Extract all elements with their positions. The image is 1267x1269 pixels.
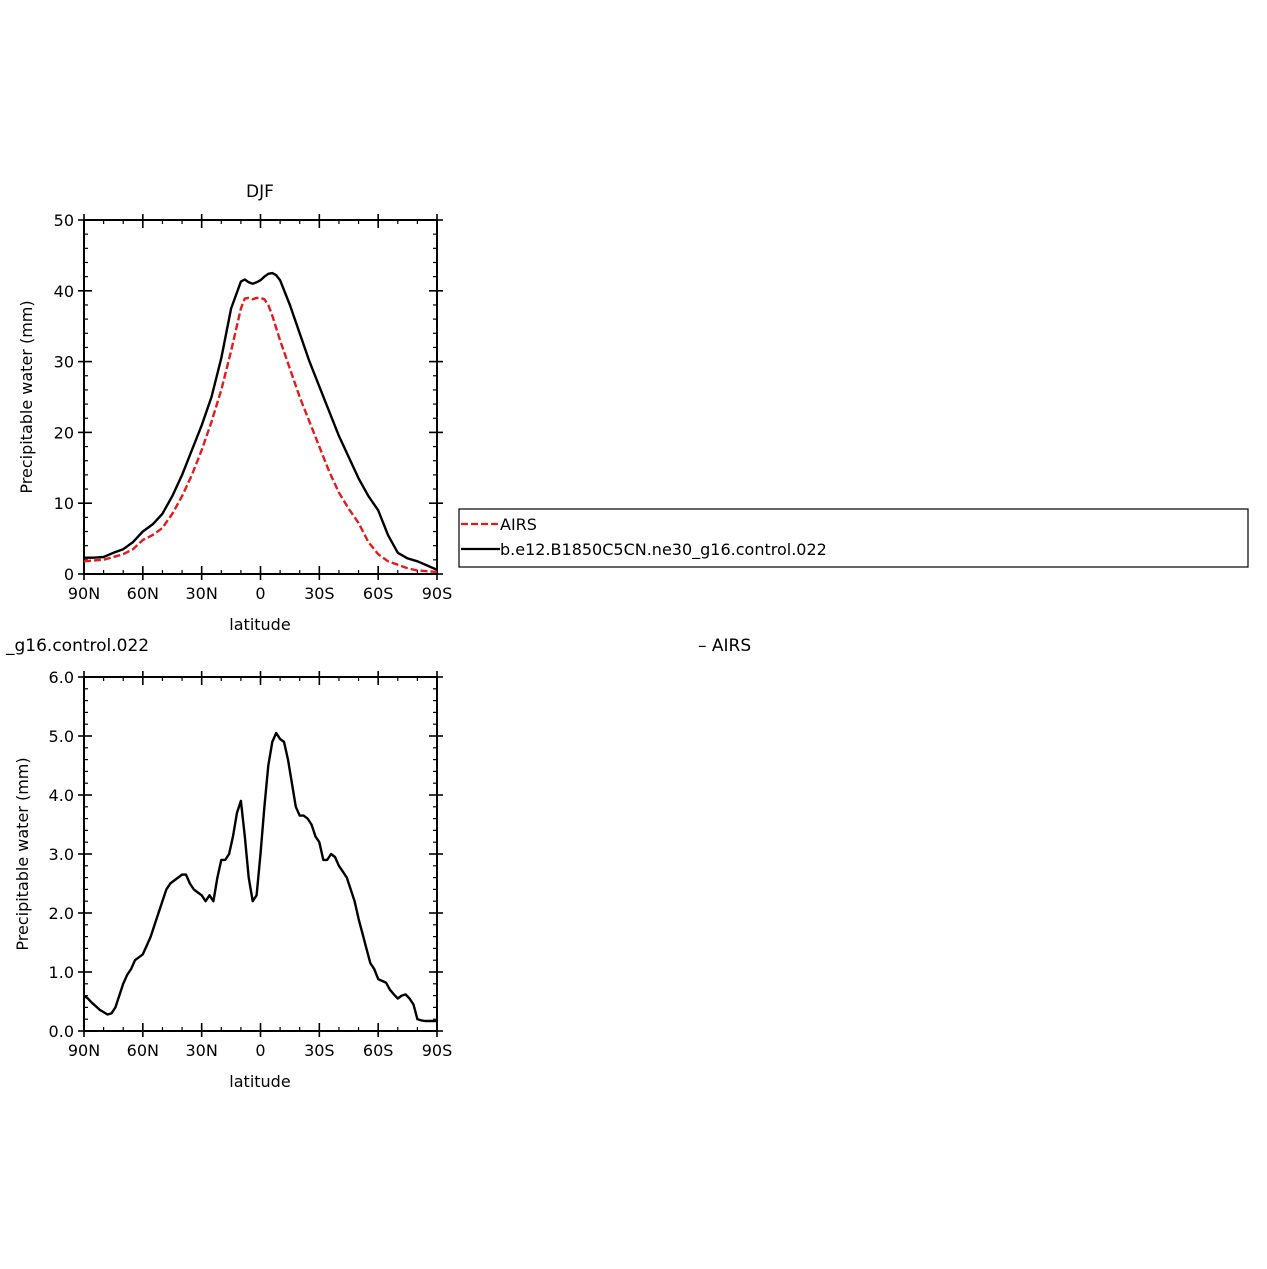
y-tick-label: 5.0 bbox=[49, 727, 74, 746]
y-tick-label: 40 bbox=[54, 282, 74, 301]
x-tick-label: 90S bbox=[422, 1041, 453, 1060]
series-line-airs bbox=[84, 296, 437, 574]
y-tick-label: 4.0 bbox=[49, 786, 74, 805]
x-tick-label: 90N bbox=[68, 584, 100, 603]
y-tick-label: 2.0 bbox=[49, 904, 74, 923]
plot-area-bottom: 90N 60N 30N 0 30S 60S 90S 0.0 1.0 2.0 3.0 4.0 5.0 6.0 bbox=[49, 668, 453, 1060]
x-tick-label: 60N bbox=[127, 1041, 159, 1060]
y-tick-label: 20 bbox=[54, 423, 74, 442]
chart-title-right: – AIRS bbox=[698, 636, 751, 656]
y-tick-label: 0 bbox=[64, 565, 74, 584]
x-tick-label: 90N bbox=[68, 1041, 100, 1060]
legend: AIRS b.e12.B1850C5CN.ne30_g16.control.02… bbox=[458, 508, 1249, 568]
y-tick-label: 1.0 bbox=[49, 963, 74, 982]
panel-djf: DJF 90N 60N 30N 0 30S 60S 90S 0 10 20 30 40 50 latit… bbox=[17, 182, 452, 634]
y-tick-label: 50 bbox=[54, 211, 74, 230]
x-tick-label: 30N bbox=[186, 584, 218, 603]
x-axis-label: latitude bbox=[229, 615, 290, 634]
y-tick-label: 0.0 bbox=[49, 1022, 74, 1041]
legend-box bbox=[458, 508, 1249, 568]
legend-entry-control: b.e12.B1850C5CN.ne30_g16.control.022 bbox=[500, 540, 827, 560]
legend-entry-airs: AIRS bbox=[500, 515, 537, 534]
x-tick-label: 60S bbox=[363, 1041, 394, 1060]
y-tick-label: 3.0 bbox=[49, 845, 74, 864]
x-tick-label: 30S bbox=[304, 1041, 335, 1060]
y-tick-label: 6.0 bbox=[49, 668, 74, 687]
x-tick-label: 90S bbox=[422, 584, 453, 603]
y-axis-label: Precipitable water (mm) bbox=[17, 300, 36, 493]
y-tick-label: 30 bbox=[54, 353, 74, 372]
x-tick-label: 30N bbox=[186, 1041, 218, 1060]
chart-title-left: _g16.control.022 bbox=[5, 636, 149, 656]
x-tick-label: 30S bbox=[304, 584, 335, 603]
y-tick-label: 10 bbox=[54, 494, 74, 513]
x-tick-label: 60N bbox=[127, 584, 159, 603]
panel-difference: _g16.control.022 – AIRS 90N 60N 30N 0 30S 60S… bbox=[5, 636, 751, 1091]
chart-title: DJF bbox=[246, 182, 274, 202]
series-line-b-e12-b1850c5cn-ne30-g16-control-022 bbox=[84, 271, 437, 571]
plot-frame bbox=[83, 219, 438, 575]
plot-area-top: 90N 60N 30N 0 30S 60S 90S 0 10 20 30 40 50 bbox=[54, 211, 453, 603]
x-axis-label: latitude bbox=[229, 1072, 290, 1091]
series-line-difference bbox=[84, 731, 437, 1023]
x-tick-label: 0 bbox=[255, 584, 265, 603]
x-tick-label: 60S bbox=[363, 584, 394, 603]
y-axis-label: Precipitable water (mm) bbox=[13, 757, 32, 950]
x-tick-label: 0 bbox=[255, 1041, 265, 1060]
